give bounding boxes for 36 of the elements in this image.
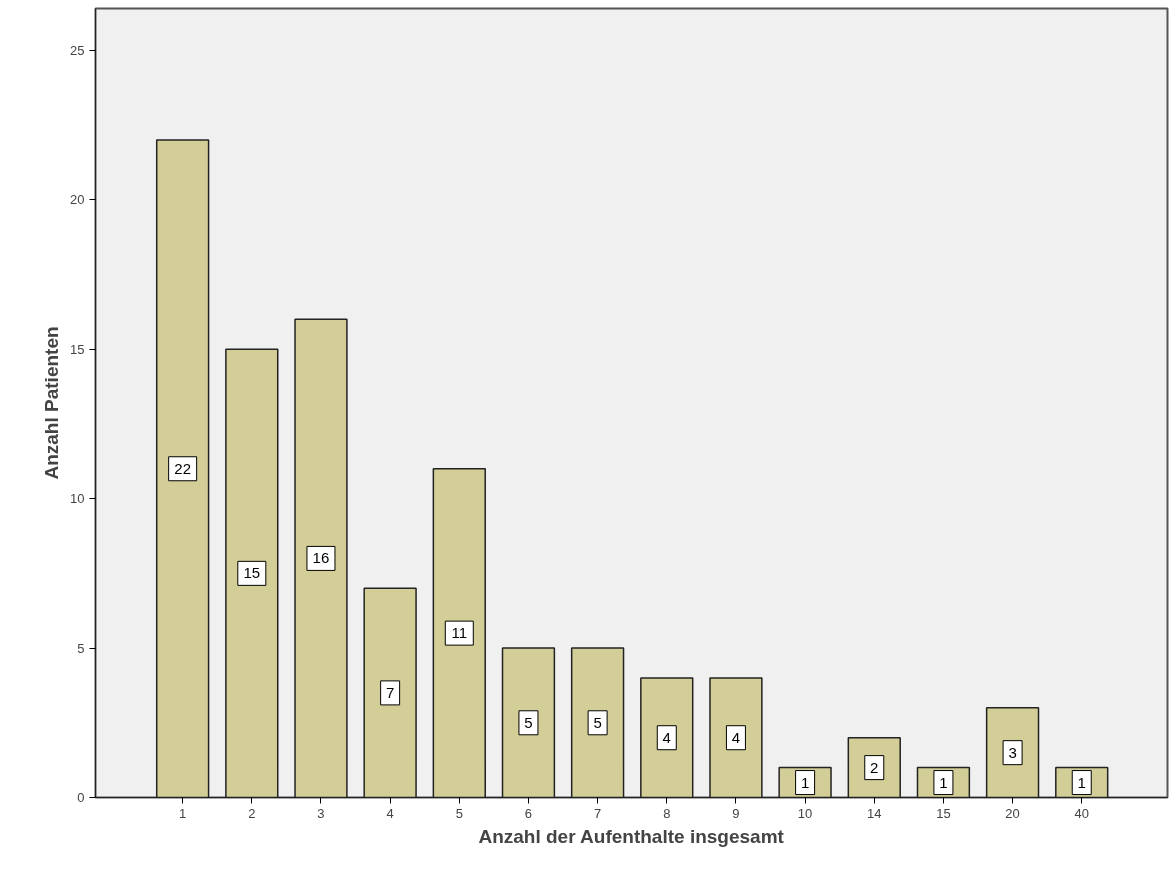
y-tick-label: 20 (70, 192, 85, 208)
data-label: 5 (593, 713, 602, 731)
data-label: 4 (731, 728, 741, 746)
x-tick-label: 2 (248, 805, 256, 821)
data-label: 5 (524, 713, 533, 731)
y-tick-label: 25 (70, 42, 85, 58)
data-label: 11 (451, 624, 468, 642)
data-label: 1 (1077, 773, 1086, 791)
data-label: 1 (939, 773, 948, 791)
x-tick-label: 4 (386, 805, 394, 821)
y-tick-label: 5 (77, 640, 85, 656)
x-axis-title: Anzahl der Aufenthalte insgesamt (478, 825, 785, 847)
y-tick-label: 0 (77, 790, 85, 805)
data-label: 1 (800, 773, 810, 791)
x-tick-label: 7 (594, 805, 602, 821)
x-tick-label: 40 (1074, 805, 1089, 821)
x-tick-label: 6 (524, 805, 533, 821)
x-tick-label: 1 (179, 805, 187, 821)
x-tick-label: 9 (732, 805, 740, 821)
data-label: 16 (312, 549, 330, 567)
x-tick-label: 10 (797, 805, 813, 821)
y-tick-label: 15 (70, 341, 85, 357)
data-label: 4 (662, 728, 671, 746)
x-tick-label: 8 (663, 805, 671, 821)
x-tick-label: 20 (1005, 805, 1020, 821)
y-tick-label: 10 (70, 491, 85, 507)
x-tick-label: 3 (317, 805, 325, 821)
data-label: 22 (174, 459, 191, 477)
x-tick-label: 15 (936, 805, 951, 821)
y-axis-title: Anzahl Patienten (41, 326, 63, 480)
data-label: 3 (1008, 743, 1017, 761)
data-label: 7 (385, 683, 395, 701)
data-label: 15 (243, 564, 261, 582)
x-tick-label: 5 (455, 805, 463, 821)
data-label: 2 (870, 758, 879, 776)
x-tick-label: 14 (867, 805, 882, 821)
